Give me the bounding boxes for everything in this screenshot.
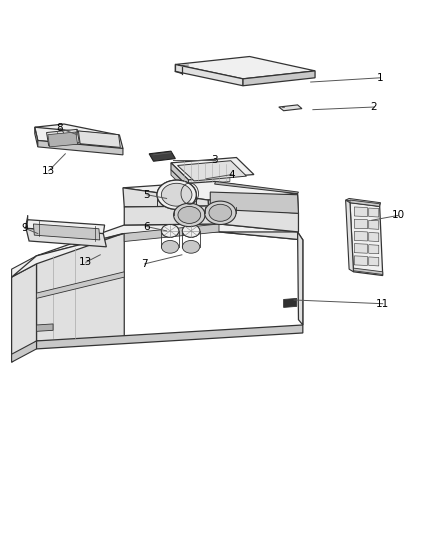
Polygon shape (35, 127, 38, 147)
Ellipse shape (182, 240, 200, 253)
Text: 1: 1 (377, 73, 384, 83)
Polygon shape (123, 181, 297, 200)
Ellipse shape (157, 192, 196, 221)
Polygon shape (243, 71, 315, 86)
Ellipse shape (182, 224, 200, 237)
Polygon shape (175, 56, 315, 79)
Text: 13: 13 (42, 166, 55, 176)
Polygon shape (171, 158, 254, 180)
Polygon shape (354, 244, 367, 253)
Polygon shape (177, 161, 247, 181)
Polygon shape (35, 124, 120, 139)
Polygon shape (26, 220, 105, 233)
Text: 11: 11 (376, 298, 389, 309)
Polygon shape (12, 256, 36, 362)
Ellipse shape (161, 183, 192, 206)
Polygon shape (46, 130, 79, 146)
Polygon shape (124, 206, 298, 220)
Polygon shape (36, 272, 124, 298)
Polygon shape (35, 127, 123, 149)
Polygon shape (36, 233, 124, 341)
Polygon shape (124, 206, 219, 225)
Polygon shape (369, 232, 379, 241)
Polygon shape (346, 198, 381, 206)
Polygon shape (26, 228, 106, 247)
Polygon shape (354, 256, 367, 265)
Text: 6: 6 (144, 222, 150, 232)
Polygon shape (171, 163, 188, 187)
Text: 5: 5 (144, 190, 150, 200)
Polygon shape (26, 215, 28, 228)
Polygon shape (219, 206, 298, 232)
Ellipse shape (157, 180, 196, 209)
Ellipse shape (161, 224, 179, 237)
Polygon shape (33, 224, 100, 240)
Text: 8: 8 (57, 123, 63, 133)
Text: 3: 3 (211, 155, 218, 165)
Polygon shape (354, 207, 367, 216)
Polygon shape (353, 268, 383, 274)
Ellipse shape (161, 224, 179, 237)
Ellipse shape (178, 206, 201, 223)
Polygon shape (369, 208, 379, 217)
Polygon shape (12, 256, 36, 277)
Polygon shape (124, 224, 219, 241)
Polygon shape (38, 141, 123, 155)
Polygon shape (369, 220, 379, 229)
Ellipse shape (205, 201, 236, 224)
Polygon shape (350, 203, 383, 276)
Polygon shape (78, 131, 120, 148)
Polygon shape (210, 192, 298, 213)
Polygon shape (12, 341, 36, 362)
Text: 2: 2 (371, 102, 377, 112)
Polygon shape (215, 181, 298, 193)
Text: 4: 4 (229, 169, 235, 180)
Text: 7: 7 (141, 259, 148, 269)
Polygon shape (297, 232, 303, 325)
Polygon shape (284, 298, 297, 308)
Polygon shape (175, 64, 243, 86)
Polygon shape (279, 105, 302, 111)
Polygon shape (36, 224, 303, 264)
Ellipse shape (161, 240, 179, 253)
Polygon shape (208, 193, 298, 220)
Polygon shape (149, 151, 175, 161)
Polygon shape (219, 232, 303, 325)
Polygon shape (369, 257, 379, 266)
Ellipse shape (182, 224, 200, 237)
Polygon shape (12, 233, 123, 277)
Ellipse shape (173, 203, 205, 227)
Polygon shape (36, 324, 53, 332)
Text: 9: 9 (21, 223, 28, 233)
Polygon shape (171, 169, 188, 192)
Polygon shape (350, 200, 380, 206)
Polygon shape (123, 188, 209, 220)
Polygon shape (354, 219, 367, 229)
Polygon shape (354, 231, 367, 241)
Text: 13: 13 (79, 257, 92, 267)
Polygon shape (346, 200, 353, 272)
Ellipse shape (209, 204, 232, 221)
Polygon shape (48, 132, 78, 147)
Polygon shape (177, 162, 230, 186)
Ellipse shape (157, 180, 196, 209)
Text: 10: 10 (392, 211, 405, 221)
Polygon shape (36, 325, 303, 349)
Polygon shape (369, 245, 379, 254)
